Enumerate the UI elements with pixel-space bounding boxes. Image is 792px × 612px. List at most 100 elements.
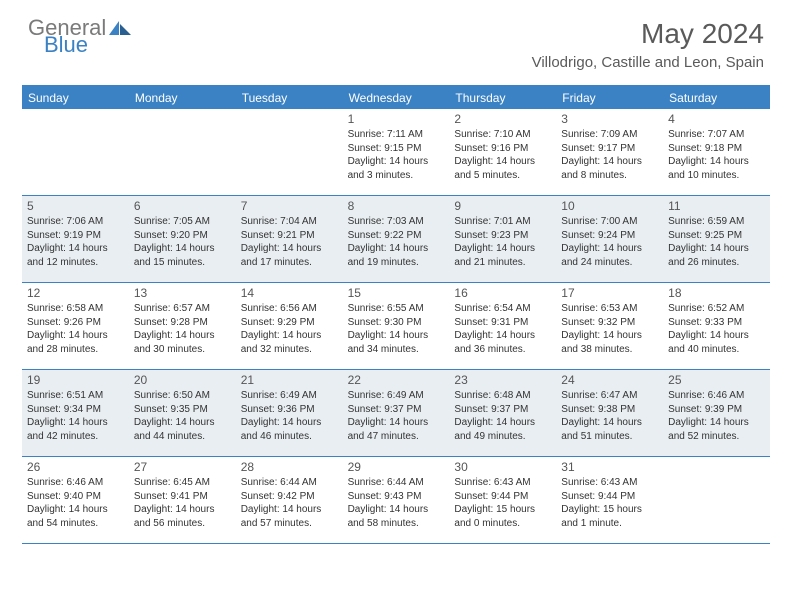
day-number: 12 bbox=[27, 286, 124, 300]
sunrise-text: Sunrise: 6:43 AM bbox=[561, 476, 658, 490]
day-number: 13 bbox=[134, 286, 231, 300]
daylight-text: Daylight: 14 hours and 47 minutes. bbox=[348, 416, 445, 443]
calendar-day-cell: 13Sunrise: 6:57 AMSunset: 9:28 PMDayligh… bbox=[129, 283, 236, 369]
sunset-text: Sunset: 9:19 PM bbox=[27, 229, 124, 243]
sunrise-text: Sunrise: 6:58 AM bbox=[27, 302, 124, 316]
daylight-text: Daylight: 14 hours and 8 minutes. bbox=[561, 155, 658, 182]
sunset-text: Sunset: 9:36 PM bbox=[241, 403, 338, 417]
sunset-text: Sunset: 9:34 PM bbox=[27, 403, 124, 417]
day-info: Sunrise: 6:48 AMSunset: 9:37 PMDaylight:… bbox=[454, 389, 551, 443]
sunset-text: Sunset: 9:22 PM bbox=[348, 229, 445, 243]
day-number: 2 bbox=[454, 112, 551, 126]
sunrise-text: Sunrise: 6:44 AM bbox=[348, 476, 445, 490]
calendar-day-cell bbox=[236, 109, 343, 195]
sunset-text: Sunset: 9:24 PM bbox=[561, 229, 658, 243]
sunrise-text: Sunrise: 7:05 AM bbox=[134, 215, 231, 229]
sunrise-text: Sunrise: 6:51 AM bbox=[27, 389, 124, 403]
sunset-text: Sunset: 9:44 PM bbox=[454, 490, 551, 504]
daylight-text: Daylight: 14 hours and 58 minutes. bbox=[348, 503, 445, 530]
calendar-day-cell: 30Sunrise: 6:43 AMSunset: 9:44 PMDayligh… bbox=[449, 457, 556, 543]
sunrise-text: Sunrise: 6:53 AM bbox=[561, 302, 658, 316]
day-number: 25 bbox=[668, 373, 765, 387]
sunset-text: Sunset: 9:20 PM bbox=[134, 229, 231, 243]
sunset-text: Sunset: 9:29 PM bbox=[241, 316, 338, 330]
sunrise-text: Sunrise: 6:50 AM bbox=[134, 389, 231, 403]
weekday-header: Tuesday bbox=[236, 87, 343, 109]
day-info: Sunrise: 7:07 AMSunset: 9:18 PMDaylight:… bbox=[668, 128, 765, 182]
sunrise-text: Sunrise: 6:54 AM bbox=[454, 302, 551, 316]
day-info: Sunrise: 6:52 AMSunset: 9:33 PMDaylight:… bbox=[668, 302, 765, 356]
sunrise-text: Sunrise: 6:59 AM bbox=[668, 215, 765, 229]
sunset-text: Sunset: 9:37 PM bbox=[348, 403, 445, 417]
calendar-day-cell: 25 Sunrise: 6:46 AMSunset: 9:39 PMDayligh… bbox=[663, 370, 770, 456]
day-info: Sunrise: 6:46 AMSunset: 9:39 PMDaylight:… bbox=[668, 389, 765, 443]
day-number: 14 bbox=[241, 286, 338, 300]
sunrise-text: Sunrise: 7:00 AM bbox=[561, 215, 658, 229]
daylight-text: Daylight: 14 hours and 3 minutes. bbox=[348, 155, 445, 182]
calendar-day-cell: 19 Sunrise: 6:51 AMSunset: 9:34 PMDayligh… bbox=[22, 370, 129, 456]
calendar-day-cell: 11Sunrise: 6:59 AMSunset: 9:25 PMDayligh… bbox=[663, 196, 770, 282]
day-number: 8 bbox=[348, 199, 445, 213]
calendar-day-cell: 4 Sunrise: 7:07 AMSunset: 9:18 PMDaylight… bbox=[663, 109, 770, 195]
weekday-header-row: Sunday Monday Tuesday Wednesday Thursday… bbox=[22, 87, 770, 109]
brand-logo: General Blue bbox=[28, 18, 133, 56]
day-info: Sunrise: 6:49 AMSunset: 9:36 PMDaylight:… bbox=[241, 389, 338, 443]
sunrise-text: Sunrise: 7:10 AM bbox=[454, 128, 551, 142]
daylight-text: Daylight: 14 hours and 30 minutes. bbox=[134, 329, 231, 356]
sunset-text: Sunset: 9:35 PM bbox=[134, 403, 231, 417]
day-number: 5 bbox=[27, 199, 124, 213]
sunrise-text: Sunrise: 6:56 AM bbox=[241, 302, 338, 316]
daylight-text: Daylight: 14 hours and 26 minutes. bbox=[668, 242, 765, 269]
day-number: 23 bbox=[454, 373, 551, 387]
weekday-header: Friday bbox=[556, 87, 663, 109]
sunrise-text: Sunrise: 6:47 AM bbox=[561, 389, 658, 403]
calendar-day-cell: 6 Sunrise: 7:05 AMSunset: 9:20 PMDaylight… bbox=[129, 196, 236, 282]
calendar-day-cell: 15 Sunrise: 6:55 AMSunset: 9:30 PMDayligh… bbox=[343, 283, 450, 369]
calendar-day-cell: 23 Sunrise: 6:48 AMSunset: 9:37 PMDayligh… bbox=[449, 370, 556, 456]
calendar-week-row: 19Sunrise: 6:51 AMSunset: 9:34 PMDayligh… bbox=[22, 370, 770, 457]
calendar-day-cell: 1Sunrise: 7:11 AMSunset: 9:15 PMDaylight… bbox=[343, 109, 450, 195]
sunrise-text: Sunrise: 7:01 AM bbox=[454, 215, 551, 229]
calendar-day-cell: 27Sunrise: 6:45 AMSunset: 9:41 PMDayligh… bbox=[129, 457, 236, 543]
calendar-week-row: 12Sunrise: 6:58 AMSunset: 9:26 PMDayligh… bbox=[22, 283, 770, 370]
weekday-header: Thursday bbox=[449, 87, 556, 109]
day-info: Sunrise: 6:59 AMSunset: 9:25 PMDaylight:… bbox=[668, 215, 765, 269]
calendar-day-cell: 22Sunrise: 6:49 AMSunset: 9:37 PMDayligh… bbox=[343, 370, 450, 456]
calendar-day-cell bbox=[129, 109, 236, 195]
daylight-text: Daylight: 14 hours and 12 minutes. bbox=[27, 242, 124, 269]
sunrise-text: Sunrise: 7:11 AM bbox=[348, 128, 445, 142]
calendar-day-cell: 16Sunrise: 6:54 AMSunset: 9:31 PMDayligh… bbox=[449, 283, 556, 369]
daylight-text: Daylight: 14 hours and 15 minutes. bbox=[134, 242, 231, 269]
day-info: Sunrise: 6:51 AMSunset: 9:34 PMDaylight:… bbox=[27, 389, 124, 443]
daylight-text: Daylight: 14 hours and 5 minutes. bbox=[454, 155, 551, 182]
day-info: Sunrise: 6:55 AMSunset: 9:30 PMDaylight:… bbox=[348, 302, 445, 356]
day-number: 18 bbox=[668, 286, 765, 300]
day-info: Sunrise: 6:43 AMSunset: 9:44 PMDaylight:… bbox=[561, 476, 658, 530]
daylight-text: Daylight: 14 hours and 21 minutes. bbox=[454, 242, 551, 269]
day-number: 19 bbox=[27, 373, 124, 387]
sunrise-text: Sunrise: 7:03 AM bbox=[348, 215, 445, 229]
sunrise-text: Sunrise: 6:43 AM bbox=[454, 476, 551, 490]
day-number: 9 bbox=[454, 199, 551, 213]
daylight-text: Daylight: 14 hours and 34 minutes. bbox=[348, 329, 445, 356]
day-number: 16 bbox=[454, 286, 551, 300]
sunrise-text: Sunrise: 6:45 AM bbox=[134, 476, 231, 490]
day-number: 6 bbox=[134, 199, 231, 213]
weekday-header: Saturday bbox=[663, 87, 770, 109]
sunset-text: Sunset: 9:32 PM bbox=[561, 316, 658, 330]
sunrise-text: Sunrise: 7:04 AM bbox=[241, 215, 338, 229]
daylight-text: Daylight: 14 hours and 38 minutes. bbox=[561, 329, 658, 356]
day-info: Sunrise: 6:44 AMSunset: 9:42 PMDaylight:… bbox=[241, 476, 338, 530]
title-block: May 2024 Villodrigo, Castille and Leon, … bbox=[532, 18, 764, 71]
daylight-text: Daylight: 14 hours and 24 minutes. bbox=[561, 242, 658, 269]
sunrise-text: Sunrise: 7:07 AM bbox=[668, 128, 765, 142]
day-number: 4 bbox=[668, 112, 765, 126]
day-number: 20 bbox=[134, 373, 231, 387]
day-number: 15 bbox=[348, 286, 445, 300]
location-text: Villodrigo, Castille and Leon, Spain bbox=[532, 54, 764, 71]
day-info: Sunrise: 7:04 AMSunset: 9:21 PMDaylight:… bbox=[241, 215, 338, 269]
sunset-text: Sunset: 9:18 PM bbox=[668, 142, 765, 156]
sunrise-text: Sunrise: 6:49 AM bbox=[241, 389, 338, 403]
day-number: 7 bbox=[241, 199, 338, 213]
calendar-day-cell: 31Sunrise: 6:43 AMSunset: 9:44 PMDayligh… bbox=[556, 457, 663, 543]
